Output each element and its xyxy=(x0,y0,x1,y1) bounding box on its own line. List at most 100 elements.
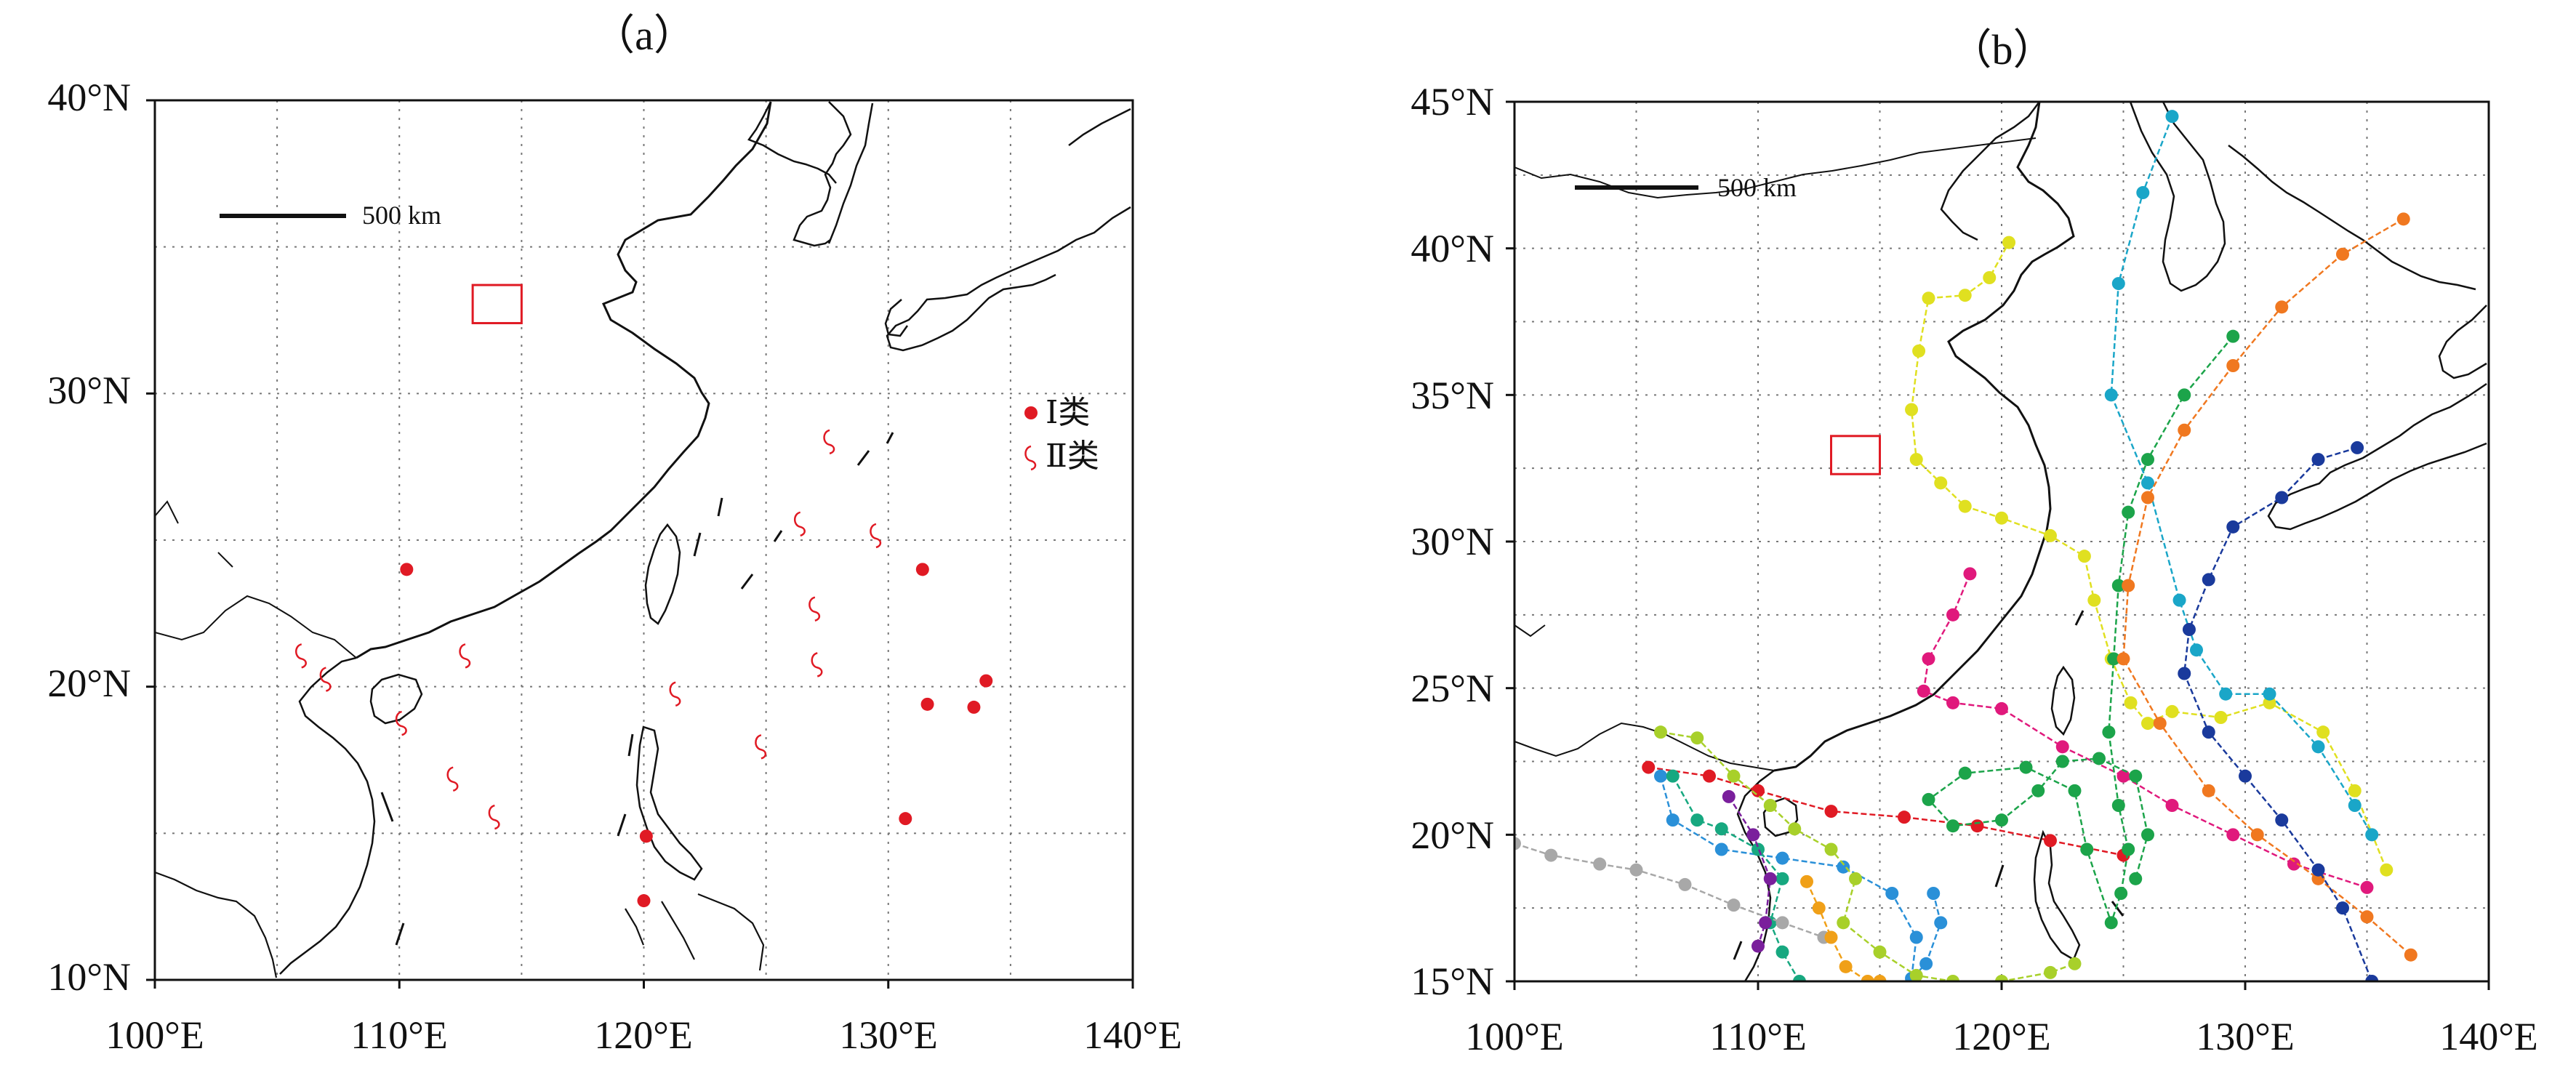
typhoon-track-point xyxy=(1824,842,1838,856)
class-1-typhoon-dot xyxy=(637,894,651,908)
panel-a-lat-label: 30°N xyxy=(47,369,131,412)
panel-b-scale-bar: 500 km xyxy=(1575,173,1797,202)
typhoon-track-point xyxy=(2165,110,2179,124)
typhoon-track-point xyxy=(1752,939,1765,953)
typhoon-track xyxy=(2104,110,2379,842)
typhoon-track-point xyxy=(1934,916,1948,930)
typhoon-track-point xyxy=(1690,731,1704,745)
typhoon-track xyxy=(1654,769,1948,981)
typhoon-track-point xyxy=(2068,784,2082,797)
typhoon-track-point xyxy=(2275,813,2289,827)
typhoon-track-point xyxy=(2141,828,2154,842)
typhoon-track-point xyxy=(1909,453,1923,467)
panel-a-lon-label: 140°E xyxy=(1083,1013,1182,1057)
typhoon-track-point xyxy=(1746,828,1760,842)
typhoon-track-point xyxy=(1727,769,1741,783)
typhoon-track-point xyxy=(2044,965,2057,979)
typhoon-track-point xyxy=(2044,528,2057,542)
panel-a-lon-label: 100°E xyxy=(105,1013,204,1057)
panel-a-coastline-japan xyxy=(886,206,1131,352)
typhoon-track-point xyxy=(2365,975,2379,981)
typhoon-track-point xyxy=(1792,975,1806,981)
typhoon-track-point xyxy=(1775,916,1789,930)
typhoon-track-point xyxy=(1812,901,1826,915)
typhoon-track xyxy=(1800,874,1887,981)
typhoon-track-line xyxy=(2110,116,2373,835)
panel-b-border-lines xyxy=(1514,137,2037,771)
typhoon-track-point xyxy=(1788,822,1802,836)
panel-b-label: （b） xyxy=(1949,26,2055,73)
typhoon-track-point xyxy=(1917,684,1930,698)
typhoon-track-point xyxy=(1678,877,1692,891)
typhoon-track-point xyxy=(1995,975,2008,981)
typhoon-track-point xyxy=(1775,945,1789,959)
panel-b: （b） 500 km xyxy=(1411,26,2537,1058)
typhoon-track-point xyxy=(1763,872,1777,885)
panel-a-label: （a） xyxy=(593,12,696,59)
class-2-typhoon-spiral-icon xyxy=(793,511,806,537)
typhoon-track-point xyxy=(1919,957,1933,970)
typhoon-track xyxy=(2116,212,2417,962)
panel-a-coastline-korea-east xyxy=(827,102,874,244)
panel-a-coastline-luzon xyxy=(635,725,703,881)
panel-a-coastline-taiwan xyxy=(644,523,681,625)
typhoon-track-point xyxy=(2214,711,2228,724)
typhoon-track-line xyxy=(1648,766,2124,856)
typhoon-track-point xyxy=(2380,863,2394,877)
panel-a-coastline-philippines-south xyxy=(625,893,765,971)
typhoon-track-point xyxy=(2122,842,2135,856)
typhoon-track-point xyxy=(2068,957,2082,970)
typhoon-track-point xyxy=(1946,608,1959,622)
typhoon-track-point xyxy=(1922,652,1935,666)
panel-a-coastline-bohai xyxy=(747,101,837,184)
typhoon-track-point xyxy=(2129,769,2143,783)
typhoon-track-point xyxy=(1593,857,1607,871)
typhoon-track-point xyxy=(2114,887,2128,900)
typhoon-track-point xyxy=(1873,975,1887,981)
legend-class-2-spiral-icon xyxy=(1024,445,1037,471)
typhoon-track-point xyxy=(2178,423,2191,437)
panel-a-coastline-kyushu xyxy=(884,299,909,337)
panel-a-lon-labels: 100°E 110°E 120°E 130°E 140°E xyxy=(105,1013,1182,1057)
panel-a-typhoon-points xyxy=(295,429,993,908)
typhoon-track-point xyxy=(2122,505,2135,519)
typhoon-track-point xyxy=(2107,652,2121,666)
typhoon-track-point xyxy=(2093,752,2106,765)
typhoon-track xyxy=(2178,441,2379,981)
panel-a-lat-label: 40°N xyxy=(47,76,131,119)
typhoon-track-point xyxy=(2124,696,2138,709)
typhoon-track-point xyxy=(2336,247,2349,261)
panel-b-coastline-bohai xyxy=(1940,102,2040,241)
class-1-typhoon-dot xyxy=(639,829,653,843)
panel-b-scale-label: 500 km xyxy=(1717,173,1797,202)
typhoon-track-point xyxy=(1629,863,1643,877)
typhoon-track-point xyxy=(2275,491,2289,504)
typhoon-track-point xyxy=(2316,725,2330,739)
panel-b-coastline-taiwan xyxy=(2050,665,2076,736)
typhoon-track-point xyxy=(2360,880,2374,894)
typhoon-track-point xyxy=(2087,593,2101,607)
panel-b-ticks xyxy=(1506,100,2490,990)
typhoon-track-point xyxy=(1983,271,1997,284)
typhoon-track-point xyxy=(2104,916,2118,930)
typhoon-track-point xyxy=(1666,813,1680,827)
typhoon-track-point xyxy=(2141,453,2154,467)
typhoon-track-line xyxy=(1659,776,1942,981)
panel-b-study-area-box xyxy=(1830,435,1881,475)
typhoon-track-point xyxy=(1714,842,1728,856)
typhoon-track-point xyxy=(2019,760,2033,774)
typhoon-track-point xyxy=(1759,916,1773,930)
typhoon-track-point xyxy=(2226,359,2240,372)
typhoon-track-line xyxy=(1660,731,2075,981)
legend-class-2-label: Ⅱ类 xyxy=(1046,438,1099,474)
typhoon-track-point xyxy=(1873,945,1887,959)
typhoon-track-point xyxy=(1922,291,1935,305)
panel-a-ticks xyxy=(146,99,1134,989)
typhoon-track-point xyxy=(2226,329,2240,343)
class-2-typhoon-spiral-icon xyxy=(319,667,332,692)
typhoon-track-point xyxy=(1995,701,2008,715)
panel-b-coastline-japan-north xyxy=(2438,305,2487,379)
panel-b-lat-label: 20°N xyxy=(1411,813,1494,857)
panel-b-lon-labels: 100°E 110°E 120°E 130°E 140°E xyxy=(1465,1015,2538,1058)
typhoon-track-point xyxy=(1927,887,1941,900)
